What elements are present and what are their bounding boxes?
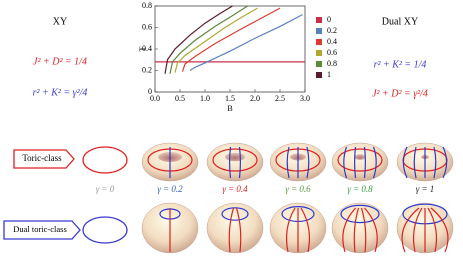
dual-curve xyxy=(228,207,235,253)
gamma-label: γ = 0.8 xyxy=(347,184,373,194)
torus-curve xyxy=(354,146,357,179)
torus-curve xyxy=(238,146,241,179)
torus-curve xyxy=(363,146,366,179)
y-axis-label: T xyxy=(138,46,147,51)
dual-curve xyxy=(360,207,367,253)
torus-curve xyxy=(212,148,258,172)
legend-label: 0.4 xyxy=(327,37,337,46)
chart: 0.0 0.5 1.0 1.5 2.0 2.5 3.0 0 0.2 0.4 0.6 0.8 B T 0 0.2… xyxy=(138,1,337,113)
dual-curve xyxy=(353,207,360,253)
series-line xyxy=(189,14,303,72)
torus-hole xyxy=(354,154,366,160)
legend-swatch xyxy=(316,72,322,78)
dual-curve xyxy=(342,207,356,253)
torus xyxy=(206,142,264,182)
x-axis-label: B xyxy=(227,104,232,113)
equation: J² + D² = γ²/4 xyxy=(372,88,428,99)
legend-swatch xyxy=(316,28,322,34)
torus-curve xyxy=(442,146,448,179)
gamma-label: γ = 0.6 xyxy=(285,184,311,194)
plot-frame xyxy=(154,5,306,93)
torus-curve xyxy=(337,148,383,172)
x-tick-label: 1.5 xyxy=(225,94,235,103)
legend-swatch xyxy=(316,17,322,23)
tori: γ = 0 γ = 0.2 γ = 0.4 γ = 0.6 γ = 0.8 γ = 1 xyxy=(96,142,454,254)
dual-curve xyxy=(340,204,380,224)
equation: J² + D² = 1/4 xyxy=(33,56,87,67)
dual-curve xyxy=(235,207,242,253)
series-line xyxy=(181,7,281,72)
left-title: XY xyxy=(53,16,67,27)
y-tick-label: 0.2 xyxy=(142,65,152,74)
legend-label: 1 xyxy=(327,70,331,79)
x-tick-label: 2.5 xyxy=(275,94,285,103)
dual-curve xyxy=(430,207,449,253)
series-line xyxy=(174,7,258,73)
legend-swatch xyxy=(316,39,322,45)
right-title: Dual XY xyxy=(382,16,418,27)
torus-curve xyxy=(286,146,290,179)
legend-label: 0 xyxy=(327,15,331,24)
dual-curve xyxy=(412,207,423,253)
torus-hole xyxy=(225,152,245,162)
x-tick-label: 0.5 xyxy=(175,94,185,103)
legend-label: 0.8 xyxy=(327,59,337,68)
x-tick-label: 0.0 xyxy=(150,94,160,103)
dual-curve xyxy=(300,207,311,253)
legend-swatch xyxy=(316,61,322,67)
series-line xyxy=(164,5,233,74)
dual-curve xyxy=(364,207,378,253)
equation: r² + K² = 1/4 xyxy=(374,59,427,70)
dual-curve xyxy=(401,207,420,253)
torus-curve xyxy=(402,146,408,179)
dual-curve xyxy=(427,207,438,253)
dual-curve xyxy=(221,207,249,221)
torus-curve xyxy=(306,146,310,179)
equation: r² + K² = γ²/4 xyxy=(33,87,88,98)
dual-curve xyxy=(285,207,296,253)
legend-swatch xyxy=(316,50,322,56)
row-label-box xyxy=(13,149,75,169)
y-tick-label: 0 xyxy=(148,87,152,96)
gamma-label: γ = 0 xyxy=(96,184,115,194)
gamma-label: γ = 0.2 xyxy=(157,184,183,194)
y-tick-label: 0.6 xyxy=(142,22,152,31)
y-tick-label: 0.8 xyxy=(142,1,152,10)
torus-curve xyxy=(413,146,417,179)
series-line xyxy=(169,5,248,74)
torus-curve xyxy=(433,146,437,179)
torus-curve xyxy=(229,146,232,179)
x-tick-label: 2.0 xyxy=(250,94,260,103)
gamma-label: γ = 1 xyxy=(416,184,435,194)
circle-diagram xyxy=(82,146,128,174)
x-tick-label: 3.0 xyxy=(300,94,310,103)
row-label: Dual toric-class xyxy=(13,224,67,234)
torus-curve xyxy=(372,146,377,179)
dual-torus xyxy=(206,202,264,254)
dual-torus xyxy=(331,202,389,254)
legend-label: 0.6 xyxy=(327,48,337,57)
legend-label: 0.2 xyxy=(327,26,337,35)
torus-curve xyxy=(343,146,348,179)
row-label-box xyxy=(3,220,81,240)
row-label: Toric-class xyxy=(22,153,62,163)
circle-diagram xyxy=(82,216,128,244)
torus xyxy=(331,142,389,182)
gamma-label: γ = 0.4 xyxy=(222,184,248,194)
x-tick-label: 1.0 xyxy=(200,94,210,103)
y-tick-label: 0.4 xyxy=(142,44,152,53)
